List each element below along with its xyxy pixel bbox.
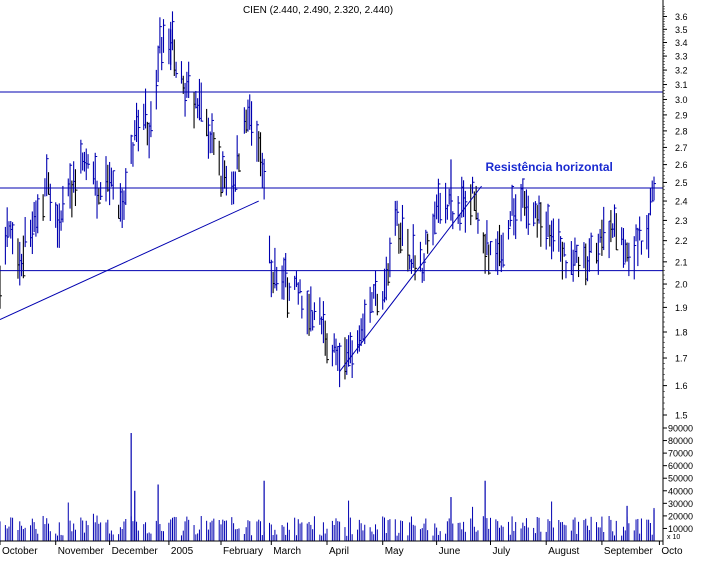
price-tick-label: 1.7 (675, 354, 688, 364)
volume-tick-label: 40000 (668, 486, 693, 496)
price-tick-label: 3.0 (675, 95, 688, 105)
month-label: December (112, 546, 159, 556)
month-label: March (273, 546, 301, 556)
price-tick-label: 3.5 (675, 25, 688, 35)
volume-tick-label: 10000 (668, 524, 693, 534)
price-tick-label: 2.1 (675, 257, 688, 267)
volume-tick-label: 90000 (668, 424, 693, 434)
price-tick-label: 2.6 (675, 160, 688, 170)
trendline (339, 185, 482, 372)
axes: 1.5 1.6 1.7 1.8 1.9 2.0 2.1 2.2 2.3 2.4 2.5 2.6 2.7 2… (0, 0, 693, 557)
month-label: August (548, 546, 579, 556)
month-label: February (223, 546, 263, 556)
price-tick-label: 3.2 (675, 66, 688, 76)
volume-unit-label: x 10 (667, 534, 680, 541)
price-tick-label: 3.1 (675, 80, 688, 90)
volume-tick-label: 80000 (668, 436, 693, 446)
price-tick-label: 1.9 (675, 303, 688, 313)
price-tick-label: 3.3 (675, 52, 688, 62)
price-tick-label: 1.5 (675, 411, 688, 421)
price-tick-label: 2.8 (675, 126, 688, 136)
chart-title: CIEN (2.440, 2.490, 2.320, 2.440) (243, 5, 393, 16)
volume-tick-label: 50000 (668, 474, 693, 484)
price-tick-label: 2.2 (675, 236, 688, 246)
price-tick-label: 2.0 (675, 280, 688, 290)
month-label: September (604, 546, 654, 556)
trendline (0, 200, 259, 320)
month-label: April (329, 546, 349, 556)
price-tick-label: 1.8 (675, 328, 688, 338)
month-label: June (439, 546, 461, 556)
price-tick-label: 2.9 (675, 110, 688, 120)
month-label: Octo (661, 546, 683, 556)
month-label: 2005 (171, 546, 194, 556)
volume-tick-label: 20000 (668, 511, 693, 521)
price-tick-label: 2.3 (675, 216, 688, 226)
price-tick-label: 3.6 (675, 12, 688, 22)
month-label: October (2, 546, 38, 556)
price-tick-label: 1.6 (675, 381, 688, 391)
month-label: July (493, 546, 511, 556)
volume-tick-label: 60000 (668, 461, 693, 471)
month-label: May (385, 546, 404, 556)
month-label: November (58, 546, 105, 556)
price-tick-label: 2.7 (675, 143, 688, 153)
annotation-resistencia: Resistência horizontal (485, 160, 612, 174)
price-tick-label: 3.4 (675, 38, 688, 48)
volume-tick-label: 30000 (668, 499, 693, 509)
price-tick-label: 2.4 (675, 197, 688, 207)
price-bars (0, 11, 657, 388)
volume-bars (0, 433, 655, 541)
volume-tick-label: 70000 (668, 449, 693, 459)
price-tick-label: 2.5 (675, 178, 688, 188)
drawn-lines (0, 91, 663, 372)
